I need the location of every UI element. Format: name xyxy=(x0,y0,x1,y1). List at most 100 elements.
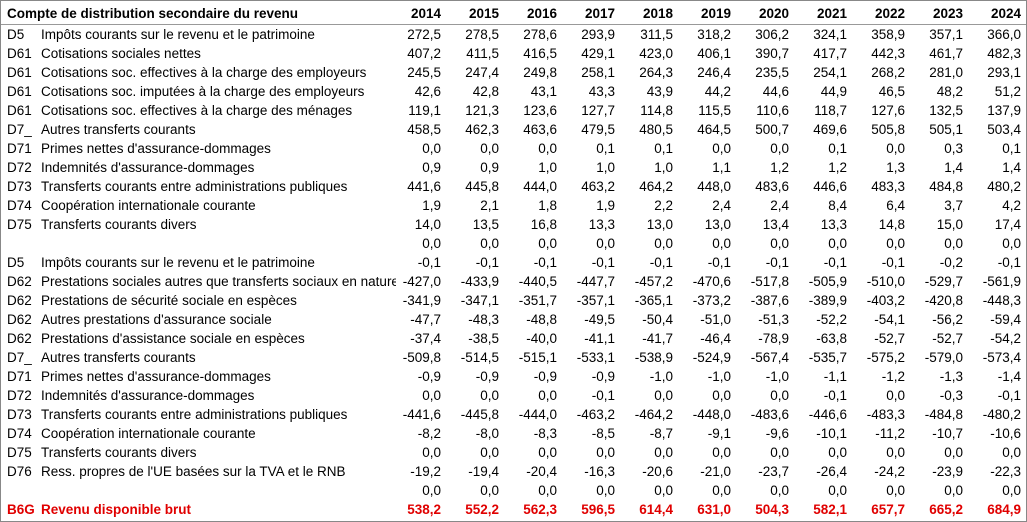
value-cell: -529,7 xyxy=(924,274,963,289)
value-cell: 0,0 xyxy=(770,483,789,498)
value-cell: 0,0 xyxy=(828,483,847,498)
row-code: D62 xyxy=(7,312,32,327)
row-label: Coopération internationale courante xyxy=(41,198,256,213)
value-cell: 13,3 xyxy=(588,217,615,232)
value-cell: -78,9 xyxy=(758,331,789,346)
row-label: Prestations d'assistance sociale en espè… xyxy=(41,331,305,346)
value-cell: 137,9 xyxy=(987,103,1021,118)
value-cell: 0,0 xyxy=(480,483,499,498)
value-cell: -575,2 xyxy=(866,350,905,365)
header-divider xyxy=(1,24,1026,25)
value-cell: -538,9 xyxy=(634,350,673,365)
year-header: 2018 xyxy=(642,6,673,21)
value-cell: 13,3 xyxy=(820,217,847,232)
value-cell: 43,3 xyxy=(588,84,615,99)
value-cell: 1,4 xyxy=(1002,160,1021,175)
value-cell: -51,0 xyxy=(700,312,731,327)
value-cell: -505,9 xyxy=(808,274,847,289)
value-cell: 464,5 xyxy=(697,122,731,137)
value-cell: 0,0 xyxy=(596,236,615,251)
value-cell: 1,3 xyxy=(886,160,905,175)
value-cell: 416,5 xyxy=(523,46,557,61)
value-cell: 0,0 xyxy=(886,236,905,251)
value-cell: 293,9 xyxy=(581,27,615,42)
value-cell: 281,0 xyxy=(929,65,963,80)
value-cell: 306,2 xyxy=(755,27,789,42)
row-label: Indemnités d'assurance-dommages xyxy=(41,388,255,403)
value-cell: 13,0 xyxy=(646,217,673,232)
row-label: Prestations de sécurité sociale en espèc… xyxy=(41,293,297,308)
value-cell: -514,5 xyxy=(460,350,499,365)
value-cell: -389,9 xyxy=(808,293,847,308)
value-cell: 390,7 xyxy=(755,46,789,61)
value-cell: -515,1 xyxy=(518,350,557,365)
value-cell: 0,0 xyxy=(654,445,673,460)
year-header: 2020 xyxy=(758,6,789,21)
value-cell: 0,1 xyxy=(1002,141,1021,156)
value-cell: -48,8 xyxy=(526,312,557,327)
value-cell: 483,6 xyxy=(755,179,789,194)
value-cell: -535,7 xyxy=(808,350,847,365)
value-cell: 318,2 xyxy=(697,27,731,42)
value-cell: 42,8 xyxy=(472,84,499,99)
value-cell: -0,1 xyxy=(649,255,673,270)
value-cell: 8,4 xyxy=(828,198,847,213)
value-cell: -351,7 xyxy=(518,293,557,308)
value-cell: -427,0 xyxy=(402,274,441,289)
value-cell: -19,2 xyxy=(410,464,441,479)
value-cell: -8,0 xyxy=(475,426,499,441)
value-cell: 42,6 xyxy=(414,84,441,99)
value-cell: -347,1 xyxy=(460,293,499,308)
value-cell: -373,2 xyxy=(692,293,731,308)
year-header: 2016 xyxy=(526,6,557,21)
value-cell: 505,1 xyxy=(929,122,963,137)
value-cell: 1,0 xyxy=(654,160,673,175)
row-label: Impôts courants sur le revenu et le patr… xyxy=(41,255,315,270)
row-code: D74 xyxy=(7,198,32,213)
row-code: D75 xyxy=(7,445,32,460)
row-label: Transferts courants entre administration… xyxy=(41,179,348,194)
year-header: 2022 xyxy=(874,6,905,21)
row-label: Revenu disponible brut xyxy=(41,502,192,517)
value-cell: 0,0 xyxy=(1002,483,1021,498)
value-cell: 0,0 xyxy=(480,445,499,460)
value-cell: 14,0 xyxy=(414,217,441,232)
value-cell: 14,8 xyxy=(878,217,905,232)
value-cell: 43,9 xyxy=(646,84,673,99)
value-cell: 1,9 xyxy=(422,198,441,213)
value-cell: 0,0 xyxy=(480,388,499,403)
row-code: D61 xyxy=(7,65,32,80)
value-cell: 0,0 xyxy=(1002,445,1021,460)
value-cell: 1,0 xyxy=(538,160,557,175)
value-cell: 1,4 xyxy=(944,160,963,175)
value-cell: -9,1 xyxy=(707,426,731,441)
value-cell: -440,5 xyxy=(518,274,557,289)
value-cell: 13,5 xyxy=(472,217,499,232)
row-code: D73 xyxy=(7,407,32,422)
value-cell: 480,2 xyxy=(987,179,1021,194)
value-cell: 462,3 xyxy=(465,122,499,137)
value-cell: 0,0 xyxy=(596,445,615,460)
value-cell: 0,0 xyxy=(538,141,557,156)
row-label: Cotisations soc. effectives à la charge … xyxy=(41,65,367,80)
value-cell: -19,4 xyxy=(468,464,499,479)
value-cell: -38,5 xyxy=(468,331,499,346)
value-cell: 469,6 xyxy=(813,122,847,137)
value-cell: -10,6 xyxy=(990,426,1021,441)
row-label: Cotisations soc. effectives à la charge … xyxy=(41,103,353,118)
value-cell: 0,0 xyxy=(422,445,441,460)
value-cell: 665,2 xyxy=(929,502,963,517)
value-cell: 0,0 xyxy=(538,483,557,498)
value-cell: -524,9 xyxy=(692,350,731,365)
value-cell: -8,7 xyxy=(649,426,673,441)
value-cell: -573,4 xyxy=(982,350,1021,365)
value-cell: 1,2 xyxy=(770,160,789,175)
value-cell: -444,0 xyxy=(518,407,557,422)
value-cell: 480,5 xyxy=(639,122,673,137)
year-header: 2021 xyxy=(816,6,847,21)
value-cell: 0,0 xyxy=(654,236,673,251)
value-cell: 0,1 xyxy=(596,141,615,156)
value-cell: 483,3 xyxy=(871,179,905,194)
value-cell: -41,1 xyxy=(584,331,615,346)
value-cell: 0,0 xyxy=(886,483,905,498)
